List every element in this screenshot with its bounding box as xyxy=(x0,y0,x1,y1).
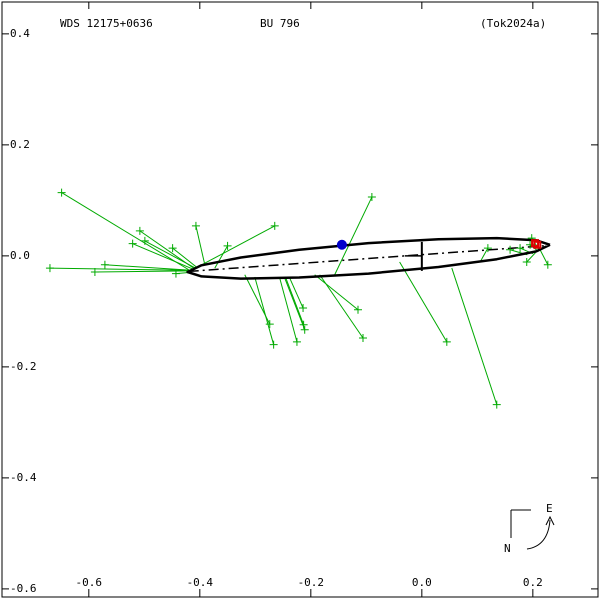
observation xyxy=(292,337,301,346)
observation xyxy=(300,325,309,334)
x-tick-label: 0.0 xyxy=(412,576,432,589)
observation xyxy=(57,188,66,197)
observation xyxy=(543,260,552,269)
compass-arrowhead xyxy=(545,515,555,526)
y-tick-label: 0.2 xyxy=(10,138,30,151)
x-tick-label: -0.2 xyxy=(298,576,325,589)
observation xyxy=(516,244,525,253)
residual-line xyxy=(199,225,275,267)
residual-line xyxy=(144,240,196,269)
residual-line xyxy=(172,247,198,268)
x-tick-label: -0.4 xyxy=(187,576,214,589)
residual-line xyxy=(451,267,498,405)
residual-line xyxy=(195,225,206,265)
residual-line xyxy=(94,270,190,273)
y-tick-label: -0.4 xyxy=(10,471,37,484)
observation xyxy=(299,304,308,313)
observation xyxy=(270,221,279,230)
observation xyxy=(171,269,180,278)
residual-line xyxy=(284,277,306,330)
observation xyxy=(492,400,501,409)
residual-line xyxy=(254,276,275,345)
residual-line xyxy=(279,277,298,343)
observation xyxy=(299,320,308,329)
residual-line xyxy=(61,192,189,271)
y-tick-label: 0.0 xyxy=(10,249,30,262)
observation xyxy=(269,340,278,349)
orbit-ellipse xyxy=(186,236,551,280)
x-tick-label: -0.6 xyxy=(76,576,103,589)
residual-line xyxy=(399,261,448,343)
residual-line xyxy=(104,264,191,271)
observation xyxy=(483,244,492,253)
current-position xyxy=(336,239,347,250)
x-tick-label: 0.2 xyxy=(523,576,543,589)
observation xyxy=(223,241,232,250)
line-of-nodes xyxy=(188,245,544,273)
observation xyxy=(442,337,451,346)
residual-line xyxy=(132,243,194,270)
residual-line xyxy=(285,277,305,325)
observation xyxy=(358,334,367,343)
observation xyxy=(90,267,99,276)
residual-line xyxy=(334,196,373,275)
observation xyxy=(191,221,200,230)
observation xyxy=(168,244,177,253)
observation xyxy=(506,245,515,254)
observation xyxy=(140,236,149,245)
residual-line xyxy=(319,274,364,339)
residual-line xyxy=(479,247,489,263)
observation xyxy=(128,239,137,248)
observation xyxy=(367,193,376,202)
compass-arrow xyxy=(526,519,551,550)
observation xyxy=(135,226,144,235)
chart-subtitle: BU 796 xyxy=(260,17,300,30)
residual-line xyxy=(539,249,549,265)
residual-line xyxy=(314,274,359,311)
residual-line xyxy=(214,245,229,269)
reference: (Tok2024a) xyxy=(480,17,546,30)
observation xyxy=(45,264,54,273)
residual-line xyxy=(49,267,189,271)
red-observation xyxy=(533,240,542,249)
observation xyxy=(265,320,274,329)
compass-north: N xyxy=(504,542,511,555)
y-tick-label: -0.2 xyxy=(10,360,37,373)
y-tick-label: -0.6 xyxy=(10,582,37,595)
observation xyxy=(522,257,531,266)
observation xyxy=(354,305,363,314)
residual-line xyxy=(289,277,304,309)
y-tick-label: 0.4 xyxy=(10,27,30,40)
compass: E N xyxy=(504,502,555,555)
compass-east: E xyxy=(546,502,553,515)
residual-line xyxy=(526,252,536,263)
observation xyxy=(100,260,109,269)
chart-title: WDS 12175+0636 xyxy=(60,17,153,30)
